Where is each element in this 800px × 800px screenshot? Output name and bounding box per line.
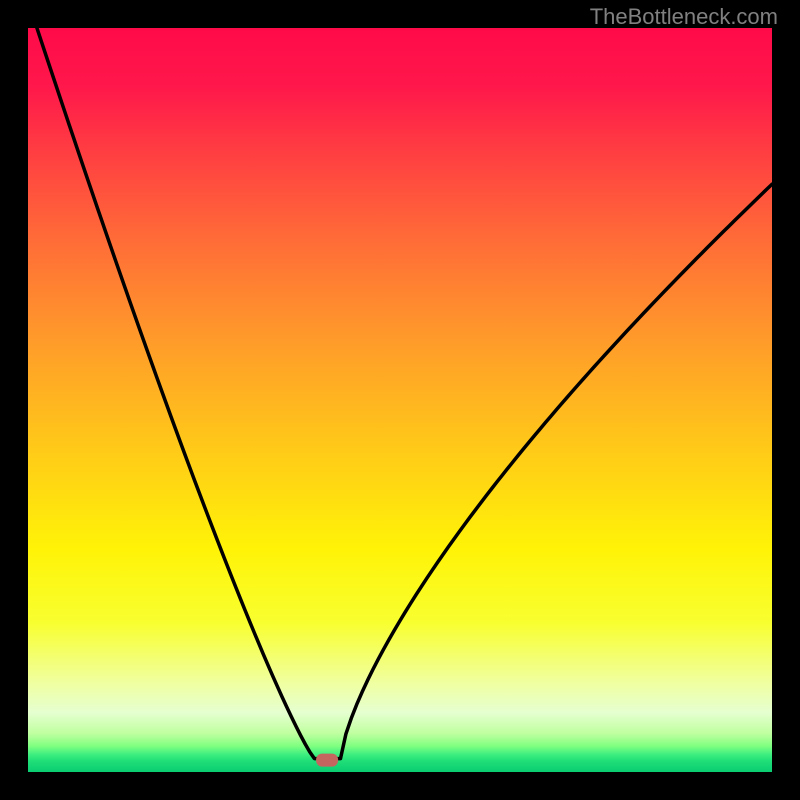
chart-svg: [28, 28, 772, 772]
chart-container: TheBottleneck.com: [0, 0, 800, 800]
plot-area: [28, 28, 772, 772]
gradient-background: [28, 28, 772, 772]
optimum-marker: [316, 754, 338, 767]
watermark-text: TheBottleneck.com: [590, 4, 778, 30]
